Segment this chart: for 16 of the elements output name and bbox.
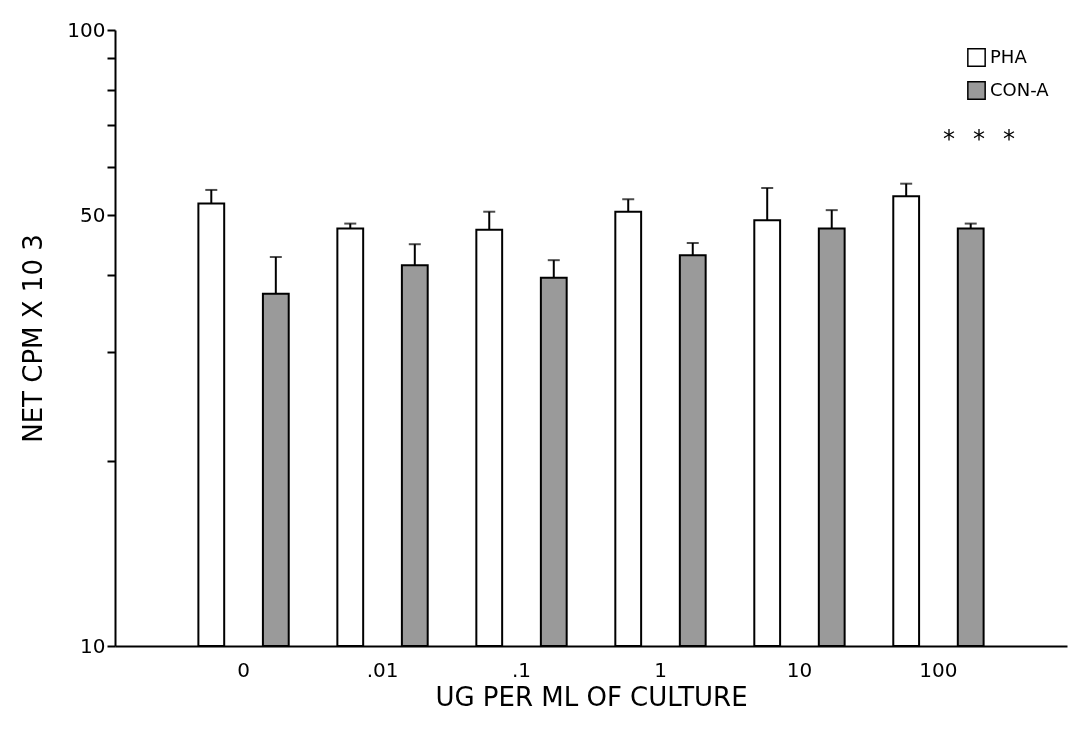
x-tick-label: 1 bbox=[654, 657, 667, 682]
x-tick-label: .01 bbox=[366, 657, 399, 682]
legend-label: CON-A bbox=[990, 78, 1050, 100]
y-tick-label: 10 bbox=[80, 633, 106, 658]
x-tick-label: 0 bbox=[237, 657, 250, 682]
legend-label: PHA bbox=[990, 45, 1028, 67]
x-axis-title: UG PER ML OF CULTURE bbox=[435, 681, 748, 712]
y-axis-title: NET CPM X 10 3 bbox=[18, 234, 49, 443]
x-tick-label: 100 bbox=[919, 657, 958, 682]
x-tick-label: .1 bbox=[511, 657, 532, 682]
y-tick-label: 50 bbox=[80, 202, 106, 227]
annotation: * bbox=[973, 125, 985, 153]
y-tick-label: 100 bbox=[67, 17, 106, 42]
annotation: * bbox=[943, 125, 955, 153]
annotation: * bbox=[1003, 125, 1015, 153]
x-tick-label: 10 bbox=[786, 657, 813, 682]
